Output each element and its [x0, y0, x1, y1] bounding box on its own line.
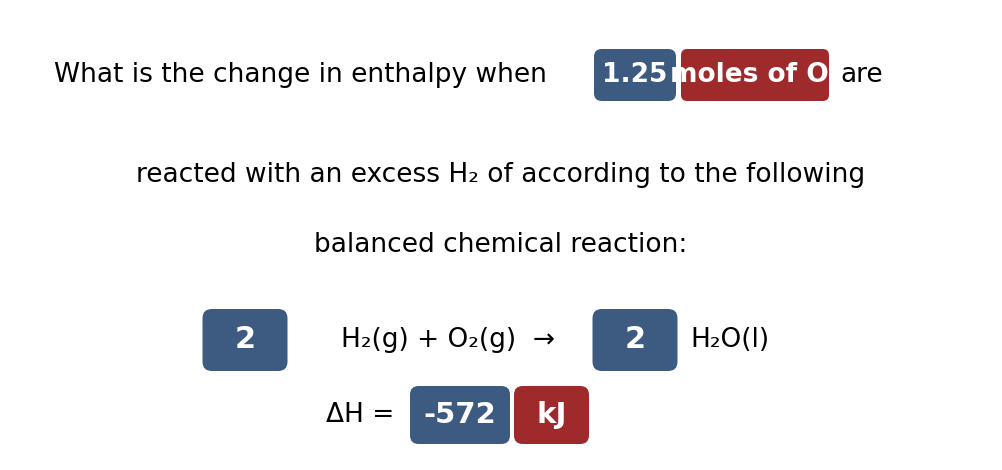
- Text: What is the change in enthalpy when: What is the change in enthalpy when: [53, 62, 546, 88]
- Text: kJ: kJ: [536, 401, 567, 429]
- Text: -572: -572: [424, 401, 496, 429]
- Text: moles of O₂: moles of O₂: [670, 62, 840, 88]
- FancyBboxPatch shape: [594, 49, 676, 101]
- FancyBboxPatch shape: [410, 386, 510, 444]
- Text: H₂(g) + O₂(g)  →: H₂(g) + O₂(g) →: [341, 327, 555, 353]
- Text: ΔH =: ΔH =: [326, 402, 394, 428]
- FancyBboxPatch shape: [592, 309, 677, 371]
- FancyBboxPatch shape: [681, 49, 829, 101]
- Text: are: are: [841, 62, 884, 88]
- Text: balanced chemical reaction:: balanced chemical reaction:: [315, 232, 687, 258]
- Text: H₂O(l): H₂O(l): [690, 327, 770, 353]
- Text: reacted with an excess H₂ of according to the following: reacted with an excess H₂ of according t…: [136, 162, 866, 188]
- Text: 2: 2: [624, 326, 645, 354]
- Text: 2: 2: [234, 326, 256, 354]
- FancyBboxPatch shape: [514, 386, 589, 444]
- FancyBboxPatch shape: [202, 309, 288, 371]
- Text: 1.25: 1.25: [602, 62, 667, 88]
